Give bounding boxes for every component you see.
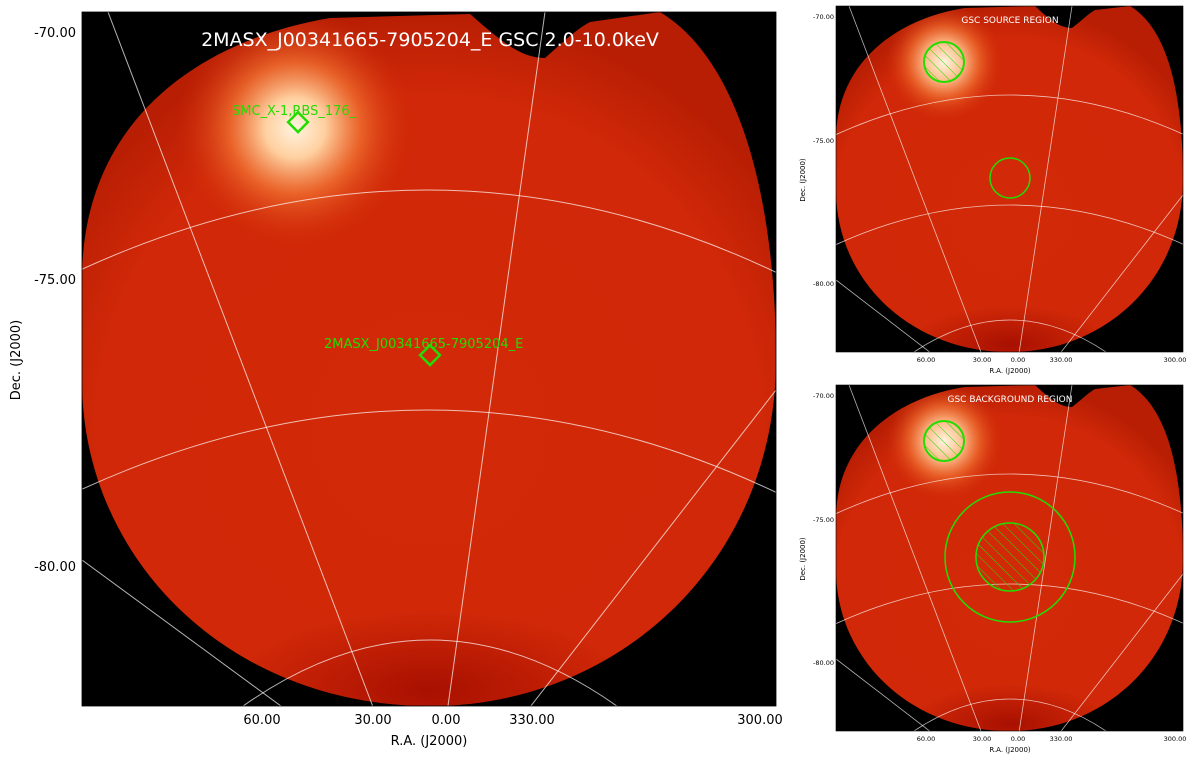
ra-tick-label: 300.00 bbox=[737, 713, 783, 728]
main-y-axis-label: Dec. (J2000) bbox=[9, 320, 24, 400]
background-exclusion-region-bright[interactable] bbox=[923, 420, 965, 462]
dec-tick-label: -70.00 bbox=[34, 26, 76, 41]
dec-tick-label: -70.00 bbox=[813, 392, 834, 400]
source-label-smc-x1: SMC_X-1,RBS_176_ bbox=[232, 104, 357, 119]
source-image-frame bbox=[835, 5, 1184, 353]
ra-tick-label: 330.00 bbox=[509, 713, 555, 728]
source-x-axis-label: R.A. (J2000) bbox=[989, 367, 1031, 375]
ra-tick-label: 0.00 bbox=[432, 713, 461, 728]
background-region-panel: GSC BACKGROUND REGION -70.00 -75.00 -80.… bbox=[790, 379, 1193, 758]
dec-tick-label: -80.00 bbox=[813, 659, 834, 667]
source-marker-smc-x1[interactable] bbox=[286, 110, 310, 134]
main-image-panel: 2MASX_J00341665-7905204_E GSC 2.0-10.0ke… bbox=[9, 11, 783, 749]
source-label-target: 2MASX_J00341665-7905204_E bbox=[324, 337, 523, 352]
background-annulus-outer[interactable] bbox=[944, 491, 1076, 623]
source-marker-target[interactable] bbox=[418, 343, 442, 367]
ra-tick-label: 60.00 bbox=[243, 713, 280, 728]
background-region-map: GSC BACKGROUND REGION -70.00 -75.00 -80.… bbox=[799, 384, 1187, 754]
dec-tick-label: -80.00 bbox=[813, 280, 834, 288]
source-panel-title: GSC SOURCE REGION bbox=[961, 16, 1058, 26]
main-x-axis-label: R.A. (J2000) bbox=[391, 734, 468, 749]
dec-tick-label: -80.00 bbox=[34, 560, 76, 575]
ra-tick-label: 330.00 bbox=[1050, 735, 1073, 743]
ra-tick-label: 60.00 bbox=[917, 356, 936, 364]
main-image-frame bbox=[81, 11, 777, 707]
background-annulus-inner-exclusion[interactable] bbox=[975, 522, 1045, 592]
dec-tick-label: -75.00 bbox=[34, 273, 76, 288]
main-sky-map: 2MASX_J00341665-7905204_E GSC 2.0-10.0ke… bbox=[9, 11, 783, 749]
main-title: 2MASX_J00341665-7905204_E GSC 2.0-10.0ke… bbox=[201, 29, 659, 51]
ra-tick-label: 300.00 bbox=[1164, 735, 1187, 743]
source-region-map: GSC SOURCE REGION -70.00 -75.00 -80.00 6… bbox=[799, 5, 1187, 375]
ra-tick-label: 0.00 bbox=[1011, 356, 1025, 364]
ra-tick-label: 0.00 bbox=[1011, 735, 1025, 743]
background-x-axis-label: R.A. (J2000) bbox=[989, 746, 1031, 754]
ra-tick-label: 30.00 bbox=[354, 713, 391, 728]
source-coordinate-grid bbox=[836, 6, 1183, 352]
background-panel-title: GSC BACKGROUND REGION bbox=[948, 395, 1073, 405]
ra-tick-label: 330.00 bbox=[1050, 356, 1073, 364]
background-y-axis-label: Dec. (J2000) bbox=[799, 537, 807, 581]
dec-tick-label: -75.00 bbox=[813, 516, 834, 524]
ra-tick-label: 30.00 bbox=[973, 356, 992, 364]
ra-tick-label: 300.00 bbox=[1164, 356, 1187, 364]
ra-tick-label: 30.00 bbox=[973, 735, 992, 743]
source-region-panel: GSC SOURCE REGION -70.00 -75.00 -80.00 6… bbox=[790, 0, 1193, 379]
main-dark-region bbox=[230, 610, 630, 706]
main-coordinate-grid bbox=[82, 12, 776, 706]
source-dark-region bbox=[910, 305, 1110, 352]
dec-tick-label: -75.00 bbox=[813, 137, 834, 145]
source-y-axis-label: Dec. (J2000) bbox=[799, 158, 807, 202]
ra-tick-label: 60.00 bbox=[917, 735, 936, 743]
dec-tick-label: -70.00 bbox=[813, 13, 834, 21]
source-extraction-region[interactable] bbox=[989, 157, 1031, 199]
background-dark-region bbox=[910, 684, 1110, 731]
background-image-frame bbox=[835, 384, 1184, 732]
source-exclusion-region[interactable] bbox=[923, 41, 965, 83]
